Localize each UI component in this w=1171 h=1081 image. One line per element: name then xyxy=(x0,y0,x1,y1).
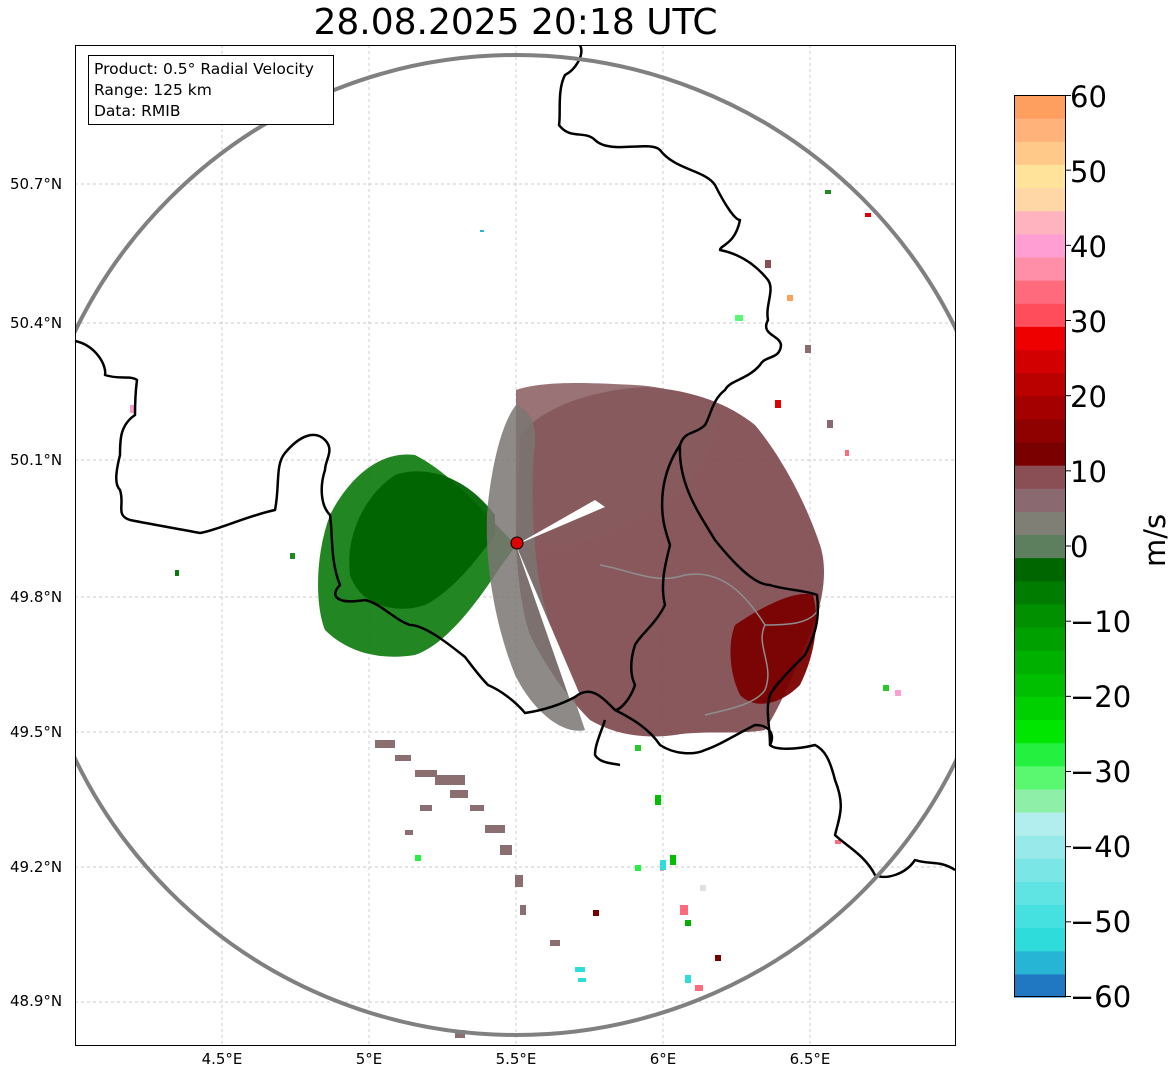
colorbar-tick: −40 xyxy=(1070,830,1132,864)
colorbar-segment xyxy=(1014,534,1066,559)
range-label: Range: 125 km xyxy=(94,81,212,99)
colorbar-segment xyxy=(1014,511,1066,536)
colorbar-segment xyxy=(1014,580,1066,605)
lon-tick: 6.5°E xyxy=(789,1050,831,1068)
colorbar-segment xyxy=(1014,395,1066,420)
colorbar-tick: 60 xyxy=(1070,80,1107,114)
echo-zero-band xyxy=(486,405,585,731)
region-boundary xyxy=(599,564,821,716)
colorbar-segment xyxy=(1014,372,1066,397)
lon-tick: 5.5°E xyxy=(495,1050,537,1068)
colorbar-segment xyxy=(1014,835,1066,859)
echo-southern-speckles xyxy=(375,740,560,1038)
echo-inbound-core xyxy=(349,471,495,609)
lon-tick: 4.5°E xyxy=(201,1050,243,1068)
colorbar-segment xyxy=(1014,441,1066,466)
colorbar-segment xyxy=(1014,349,1066,374)
lon-tick: 5°E xyxy=(355,1050,383,1068)
colorbar-tick: 10 xyxy=(1070,455,1107,489)
colorbar-segment xyxy=(1014,118,1066,142)
colorbar-segment xyxy=(1014,418,1066,443)
colorbar-segment xyxy=(1014,164,1066,189)
colorbar-segment xyxy=(1014,210,1066,235)
colorbar-segment xyxy=(1014,187,1066,212)
colorbar-segment xyxy=(1014,233,1066,258)
colorbar-outline xyxy=(1014,95,1066,997)
colorbar-segment xyxy=(1014,696,1066,721)
colorbar-tick: −60 xyxy=(1070,980,1132,1014)
colorbar-tick: −10 xyxy=(1070,605,1132,639)
data-source-label: Data: RMIB xyxy=(94,102,181,120)
colorbar-segment xyxy=(1014,881,1066,906)
colorbar-segment xyxy=(1014,626,1066,651)
product-info-box: Product: 0.5° Radial Velocity Range: 125… xyxy=(88,55,334,125)
lon-tick: 6°E xyxy=(649,1050,677,1068)
map-border xyxy=(75,45,956,1046)
radar-site-marker[interactable] xyxy=(510,536,524,550)
product-label: Product: 0.5° Radial Velocity xyxy=(94,60,314,78)
lat-tick: 49.8°N xyxy=(10,588,63,606)
lat-tick: 49.2°N xyxy=(10,858,63,876)
colorbar-segment xyxy=(1014,904,1066,929)
colorbar-segment xyxy=(1014,927,1066,952)
colorbar-tick: −20 xyxy=(1070,680,1132,714)
echo-southern-colored xyxy=(175,553,721,991)
lat-tick: 50.4°N xyxy=(10,314,63,332)
lat-tick: 50.7°N xyxy=(10,175,63,193)
colorbar-segment xyxy=(1014,788,1066,813)
colorbar-tick: 20 xyxy=(1070,380,1107,414)
colorbar-segment xyxy=(1014,950,1066,975)
echo-blocked-ray xyxy=(516,500,605,545)
range-ring xyxy=(75,53,956,1037)
colorbar-segment xyxy=(1014,742,1066,767)
echo-outbound-mid xyxy=(516,382,720,545)
colorbar-segment xyxy=(1014,465,1066,489)
colorbar-segment xyxy=(1014,326,1066,351)
colorbar-segment xyxy=(1014,303,1066,327)
colorbar-tick: 40 xyxy=(1070,230,1107,264)
map-title: 28.08.2025 20:18 UTC xyxy=(313,2,718,43)
colorbar-tick: −50 xyxy=(1070,905,1132,939)
radar-map[interactable] xyxy=(75,45,956,1046)
colorbar-segment xyxy=(1014,557,1066,582)
colorbar-segment xyxy=(1014,95,1066,119)
colorbar-segment xyxy=(1014,141,1066,165)
colorbar-segment xyxy=(1014,673,1066,697)
colorbar-segment xyxy=(1014,973,1066,998)
colorbar-segment xyxy=(1014,488,1066,512)
echo-blocked-ray-2 xyxy=(516,545,580,700)
colorbar-tick: 50 xyxy=(1070,155,1107,189)
lat-tick: 50.1°N xyxy=(10,451,63,469)
colorbar-segment xyxy=(1014,719,1066,744)
colorbar-segment xyxy=(1014,280,1066,304)
colorbar-tick: 0 xyxy=(1070,530,1089,564)
colorbar-unit-label: m/s xyxy=(1138,513,1171,567)
colorbar-segment xyxy=(1014,811,1066,836)
colorbar-segment xyxy=(1014,256,1066,281)
lat-tick: 49.5°N xyxy=(10,723,63,741)
colorbar-tick: −30 xyxy=(1070,755,1132,789)
colorbar-segment xyxy=(1014,765,1066,790)
colorbar-segment xyxy=(1014,603,1066,628)
colorbar-segment xyxy=(1014,858,1066,882)
echo-outbound-core xyxy=(730,594,817,704)
velocity-echoes xyxy=(130,190,901,1038)
colorbar-segment xyxy=(1014,650,1066,674)
colorbar-tick: 30 xyxy=(1070,305,1107,339)
lat-tick: 48.9°N xyxy=(10,992,63,1010)
echo-northeast-speckles xyxy=(130,190,901,844)
country-borders xyxy=(75,45,956,879)
velocity-colorbar xyxy=(1014,95,1071,998)
